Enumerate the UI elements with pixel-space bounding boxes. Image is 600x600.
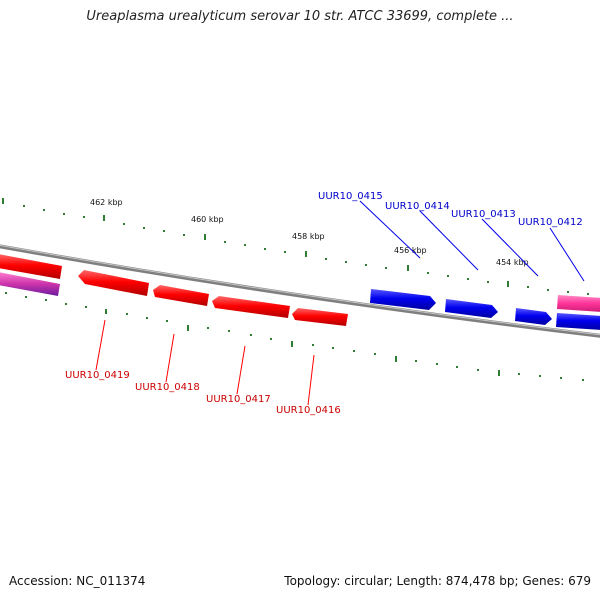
gene-label-uur10-0412[interactable]: UUR10_0412 <box>518 217 583 228</box>
scale-label-456: 456 kbp <box>394 246 427 255</box>
inner-ticks <box>5 292 584 381</box>
accession-text: Accession: NC_011374 <box>9 574 146 588</box>
scale-label-460: 460 kbp <box>191 215 224 224</box>
gene-uur10-0413[interactable] <box>515 308 552 325</box>
gene-label-uur10-0413[interactable]: UUR10_0413 <box>451 209 516 220</box>
gene-label-uur10-0417[interactable]: UUR10_0417 <box>206 394 271 405</box>
gene-partial-left[interactable] <box>0 254 62 279</box>
gene-uur10-0417[interactable] <box>212 296 290 318</box>
gene-label-uur10-0415[interactable]: UUR10_0415 <box>318 191 383 202</box>
genome-backbone-highlight <box>0 244 600 336</box>
scale-label-454: 454 kbp <box>496 258 529 267</box>
gene-label-uur10-0419[interactable]: UUR10_0419 <box>65 370 130 381</box>
gene-uur10-0414[interactable] <box>445 299 498 318</box>
genome-backbone <box>0 244 600 338</box>
outer-ticks <box>2 198 589 295</box>
scale-label-462: 462 kbp <box>90 198 123 207</box>
rna-gene-partial-right[interactable] <box>557 295 600 312</box>
gene-label-uur10-0418[interactable]: UUR10_0418 <box>135 382 200 393</box>
gene-uur10-0416[interactable] <box>292 308 348 326</box>
gene-uur10-0418[interactable] <box>153 285 209 306</box>
gene-uur10-0419[interactable] <box>78 270 149 296</box>
genome-summary-text: Topology: circular; Length: 874,478 bp; … <box>284 574 591 588</box>
scale-label-458: 458 kbp <box>292 232 325 241</box>
reverse-label-leaders <box>95 319 315 406</box>
forward-label-leaders <box>359 200 585 282</box>
map-title: Ureaplasma urealyticum serovar 10 str. A… <box>86 9 514 24</box>
gene-uur10-0412-partial[interactable] <box>556 313 600 330</box>
gene-label-uur10-0414[interactable]: UUR10_0414 <box>385 201 450 212</box>
gene-uur10-0415[interactable] <box>370 289 436 310</box>
gene-label-uur10-0416[interactable]: UUR10_0416 <box>276 405 341 416</box>
rna-gene-partial-left[interactable] <box>0 272 60 296</box>
